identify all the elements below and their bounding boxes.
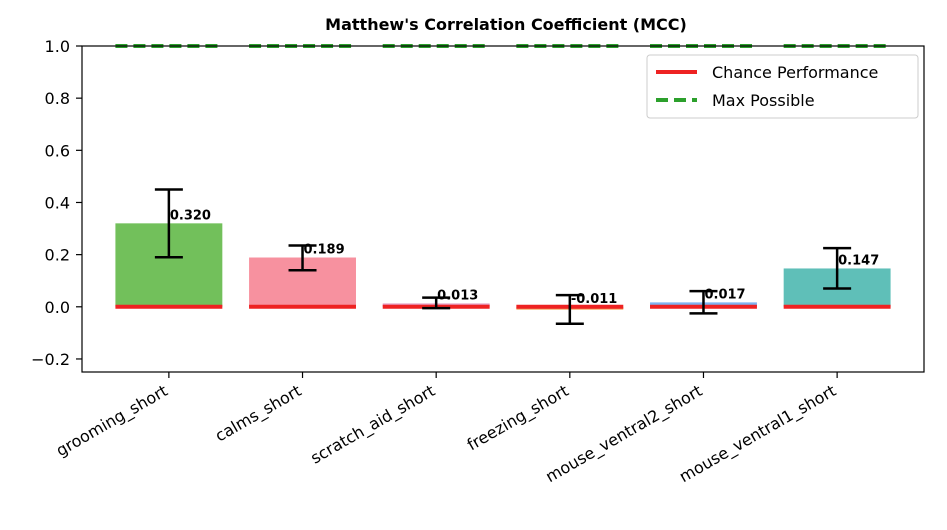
chart-title: Matthew's Correlation Coefficient (MCC) <box>325 15 687 34</box>
y-tick-label: 0.8 <box>45 89 70 108</box>
legend-box <box>646 54 919 119</box>
y-tick-label: 1.0 <box>45 37 70 56</box>
y-tick-label: 0.2 <box>45 246 70 265</box>
x-tick-label-scratch_aid_short: scratch_aid_short <box>307 381 438 468</box>
axes-frame <box>81 45 925 373</box>
y-tick-label: 0.0 <box>45 298 70 317</box>
x-tick-label-grooming_short: grooming_short <box>53 381 172 461</box>
y-tick-label: −0.2 <box>31 350 70 369</box>
value-label-scratch_aid_short: 0.013 <box>437 288 478 303</box>
legend-chance-label: Chance Performance <box>712 63 878 82</box>
value-label-mouse_ventral1_short: 0.147 <box>838 253 879 268</box>
value-label-freezing_short: -0.011 <box>571 292 618 307</box>
x-tick-label-freezing_short: freezing_short <box>464 381 573 455</box>
legend: Chance Performance Max Possible <box>646 54 919 119</box>
value-label-calms_short: 0.189 <box>304 243 345 258</box>
value-label-mouse_ventral2_short: 0.017 <box>704 287 745 302</box>
legend-max-label: Max Possible <box>712 91 815 110</box>
value-label-grooming_short: 0.320 <box>170 208 211 223</box>
x-tick-label-calms_short: calms_short <box>212 381 305 446</box>
y-tick-label: 0.6 <box>45 141 70 160</box>
y-tick-label: 0.4 <box>45 193 70 212</box>
